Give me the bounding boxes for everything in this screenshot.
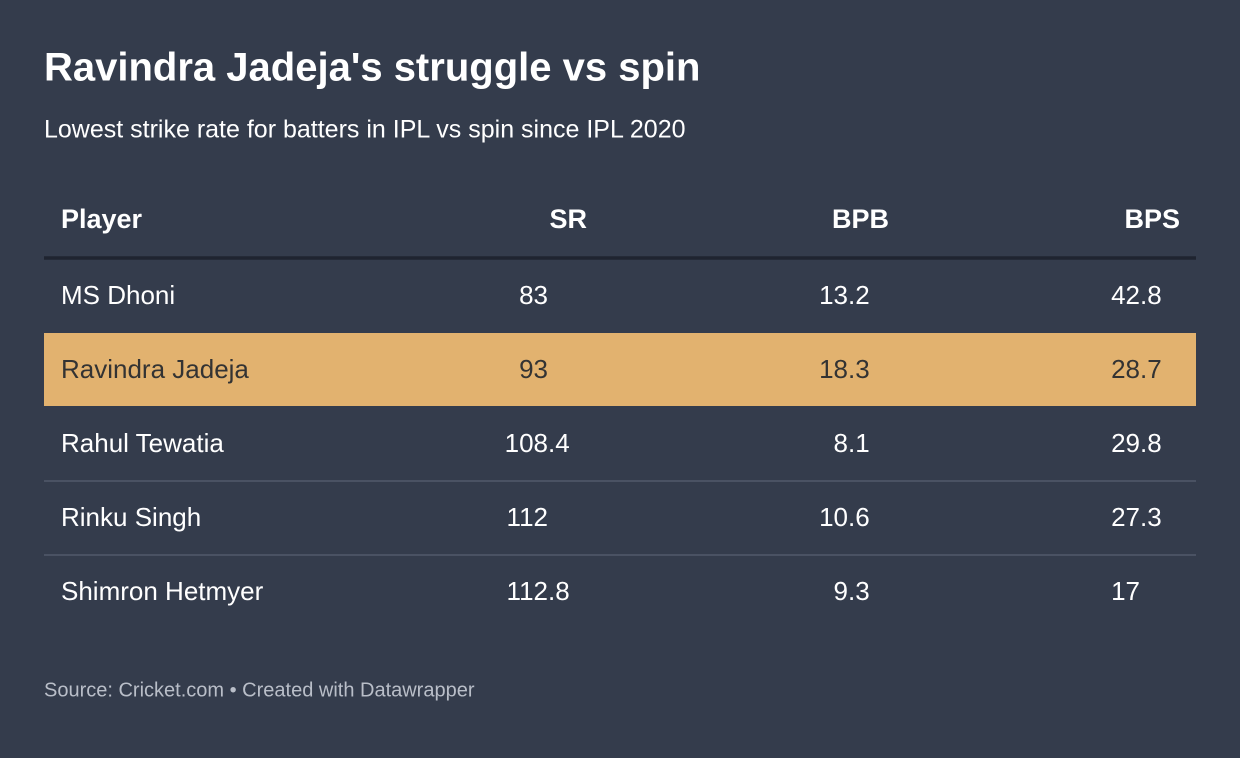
source: Source: Cricket.com • Created with Dataw… bbox=[44, 679, 475, 701]
column-header: BPS bbox=[1124, 204, 1180, 234]
player-name: MS Dhoni bbox=[61, 280, 175, 310]
table-cell: 10.6 bbox=[819, 502, 870, 532]
table-cell: 18.3 bbox=[819, 354, 870, 384]
table-cell: 27.3 bbox=[1111, 502, 1162, 532]
player-name: Rinku Singh bbox=[61, 502, 201, 532]
table-cell: 112 bbox=[507, 502, 548, 532]
column-header: SR bbox=[549, 204, 587, 234]
table-cell: 83 bbox=[519, 280, 548, 310]
highlight-row bbox=[44, 333, 1196, 406]
player-name: Ravindra Jadeja bbox=[61, 354, 249, 384]
table-cell: 108.4 bbox=[505, 428, 570, 458]
subtitle: Lowest strike rate for batters in IPL vs… bbox=[44, 116, 686, 144]
player-name: Shimron Hetmyer bbox=[61, 576, 264, 606]
table-cell: 13.2 bbox=[819, 280, 870, 310]
table-cell: 28.7 bbox=[1111, 354, 1162, 384]
table-cell: 93 bbox=[519, 354, 548, 384]
column-header: Player bbox=[61, 204, 143, 234]
table-cell: 112.8 bbox=[507, 576, 570, 606]
title: Ravindra Jadeja's struggle vs spin bbox=[44, 46, 700, 90]
table-cell: 42.8 bbox=[1111, 280, 1162, 310]
table-cell: 17 bbox=[1111, 576, 1140, 606]
column-header: BPB bbox=[832, 204, 889, 234]
table-cell: 9.3 bbox=[834, 576, 870, 606]
player-name: Rahul Tewatia bbox=[61, 428, 224, 458]
table-cell: 29.8 bbox=[1111, 428, 1162, 458]
table-cell: 8.1 bbox=[834, 428, 870, 458]
